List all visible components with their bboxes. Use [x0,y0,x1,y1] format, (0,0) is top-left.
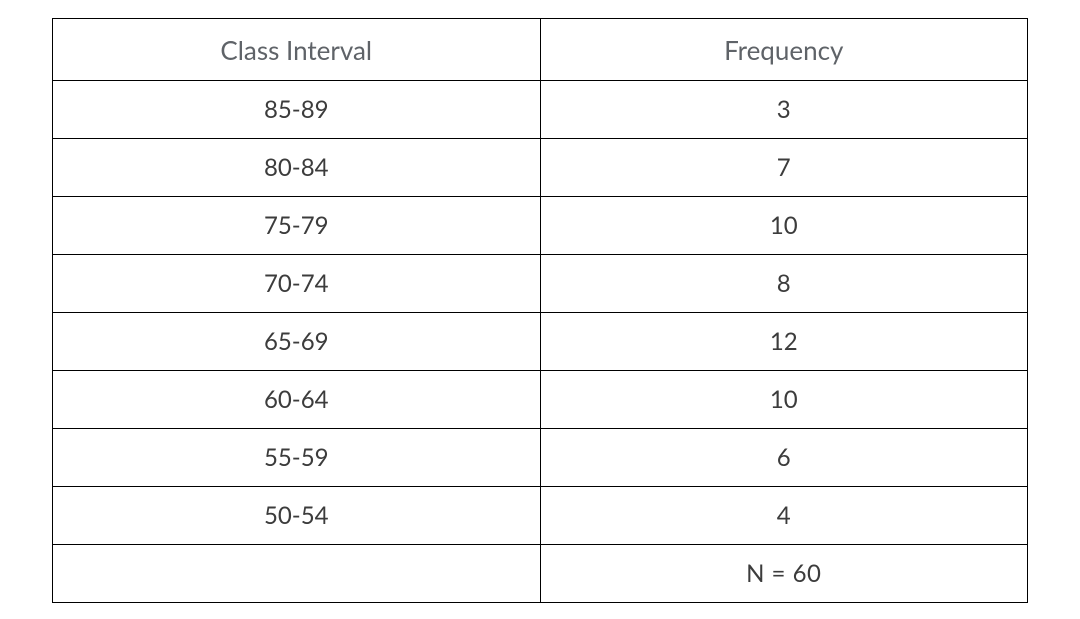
table-row: 60-64 10 [53,371,1028,429]
frequency-cell: 10 [540,371,1028,429]
class-interval-cell: 75-79 [53,197,541,255]
table-row: 50-54 4 [53,487,1028,545]
total-empty-cell [53,545,541,603]
class-interval-cell: 65-69 [53,313,541,371]
table-row: 80-84 7 [53,139,1028,197]
frequency-table: Class Interval Frequency 85-89 3 80-84 7… [52,18,1028,603]
class-interval-cell: 55-59 [53,429,541,487]
frequency-cell: 8 [540,255,1028,313]
class-interval-cell: 60-64 [53,371,541,429]
frequency-cell: 3 [540,81,1028,139]
table-row: 85-89 3 [53,81,1028,139]
frequency-cell: 12 [540,313,1028,371]
table-header-row: Class Interval Frequency [53,19,1028,81]
frequency-cell: 4 [540,487,1028,545]
frequency-cell: 7 [540,139,1028,197]
table-row: 65-69 12 [53,313,1028,371]
column-header-class-interval: Class Interval [53,19,541,81]
frequency-cell: 10 [540,197,1028,255]
table-total-row: N = 60 [53,545,1028,603]
table-row: 75-79 10 [53,197,1028,255]
frequency-cell: 6 [540,429,1028,487]
column-header-frequency: Frequency [540,19,1028,81]
class-interval-cell: 50-54 [53,487,541,545]
total-n-cell: N = 60 [540,545,1028,603]
table-row: 70-74 8 [53,255,1028,313]
class-interval-cell: 80-84 [53,139,541,197]
class-interval-cell: 70-74 [53,255,541,313]
class-interval-cell: 85-89 [53,81,541,139]
table-row: 55-59 6 [53,429,1028,487]
